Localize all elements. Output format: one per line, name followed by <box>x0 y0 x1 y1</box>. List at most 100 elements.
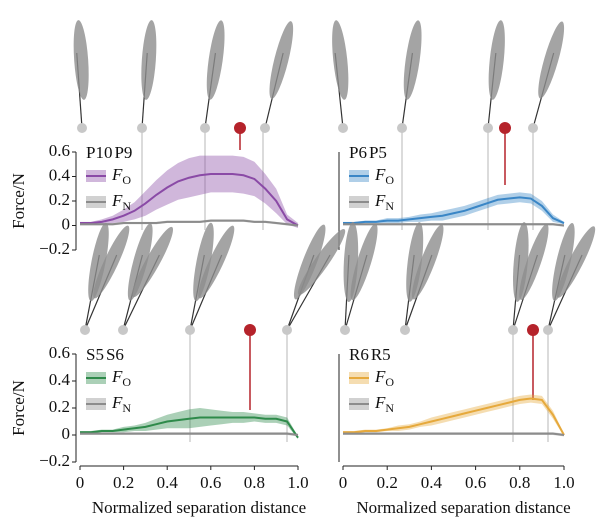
feather-base <box>400 325 410 335</box>
feather-vane <box>141 20 157 100</box>
series-line <box>80 432 299 436</box>
feather-base <box>543 325 553 335</box>
feather-base <box>185 325 195 335</box>
feather-vane <box>350 223 378 301</box>
y-tick-label: −0.2 <box>39 239 70 258</box>
legend-label: FN <box>111 393 131 415</box>
feather-pair <box>397 20 422 133</box>
x-axis-label: Normalized separation distance <box>356 498 570 517</box>
x-tick-label: 1.0 <box>553 473 574 492</box>
x-tick-label: 0.6 <box>465 473 486 492</box>
feather-vane <box>519 224 549 300</box>
feather-base <box>260 123 270 133</box>
feather-base <box>528 123 538 133</box>
feather-pair <box>80 222 130 335</box>
legend-subscript: O <box>122 375 131 389</box>
legend-name: F <box>374 191 386 210</box>
feather-vane <box>206 20 225 100</box>
x-tick-label: 1.0 <box>287 473 308 492</box>
series-line <box>80 219 299 227</box>
feather-vane <box>193 222 214 302</box>
legend-subscript: N <box>385 401 394 415</box>
legend-label: FO <box>111 367 131 389</box>
feather-vane <box>73 20 89 100</box>
feather-pair <box>260 21 294 133</box>
feather-pair <box>200 20 225 133</box>
x-tick-label: 0.4 <box>421 473 443 492</box>
feather-vane <box>297 228 346 296</box>
feather-pair <box>528 21 565 133</box>
y-axis-label: Force/N <box>9 173 28 229</box>
pin-head <box>234 122 246 134</box>
x-tick-label: 0.8 <box>509 473 530 492</box>
feather-vane <box>132 226 174 298</box>
legend-subscript: O <box>122 173 131 187</box>
y-tick-label: 0.2 <box>49 397 70 416</box>
y-tick-label: 0.6 <box>49 141 70 160</box>
x-tick-label: 0.6 <box>200 473 221 492</box>
legend-subscript: N <box>122 401 131 415</box>
legend-name: F <box>374 367 386 386</box>
legend-name: F <box>111 367 123 386</box>
feather-vane <box>332 20 349 100</box>
x-tick-label: 0 <box>339 473 348 492</box>
y-tick-label: 0.4 <box>49 165 71 184</box>
feather-vane <box>411 224 444 300</box>
legend-label: FO <box>374 367 394 389</box>
x-tick-label: 0.8 <box>244 473 265 492</box>
feather-vane <box>88 222 109 302</box>
panel-label: R5 <box>371 345 391 364</box>
feather-base <box>137 123 147 133</box>
series-line <box>343 397 565 436</box>
feather-base <box>282 325 292 335</box>
feather-pair <box>340 222 378 335</box>
feather-pair <box>508 222 549 335</box>
feather-vane <box>93 225 130 299</box>
feather-vane <box>269 21 294 99</box>
panel-label: P9 <box>114 143 132 162</box>
panel-label: P10 <box>86 143 112 162</box>
feather-vane <box>538 21 565 99</box>
feather-vane <box>488 20 505 100</box>
legend-subscript: N <box>122 199 131 213</box>
panel-label: P6 <box>349 143 367 162</box>
legend-name: F <box>111 191 123 210</box>
y-tick-label: 0.6 <box>49 343 70 362</box>
legend-label: FO <box>374 165 394 187</box>
legend-name: F <box>374 165 386 184</box>
feather-pair <box>118 223 174 335</box>
feather-vane <box>403 20 422 100</box>
y-tick-label: 0.4 <box>49 370 71 389</box>
legend-label: FN <box>374 191 394 213</box>
std-band <box>80 408 298 440</box>
pin-head <box>244 324 256 336</box>
feather-vane <box>556 226 596 298</box>
y-tick-label: −0.2 <box>39 451 70 470</box>
y-tick-label: 0.2 <box>49 190 70 209</box>
pin-head <box>499 122 511 134</box>
legend-label: FN <box>111 191 131 213</box>
feather-base <box>118 325 128 335</box>
feather-base <box>80 325 90 335</box>
series-line <box>80 173 299 227</box>
feather-pair <box>400 222 444 335</box>
legend-name: F <box>111 393 123 412</box>
feather-base <box>338 123 348 133</box>
feather-vane <box>127 223 153 301</box>
y-axis-label: Force/N <box>9 380 28 436</box>
feather-pair <box>282 224 346 335</box>
feather-vane <box>552 222 575 302</box>
feather-vane <box>293 224 326 300</box>
series-line <box>343 223 565 227</box>
feather-base <box>483 123 493 133</box>
x-tick-label: 0.4 <box>157 473 179 492</box>
series-line <box>80 416 299 439</box>
legend-label: FN <box>374 393 394 415</box>
x-tick-label: 0 <box>76 473 85 492</box>
feather-base <box>397 123 407 133</box>
pin-head <box>527 324 539 336</box>
legend-label: FO <box>111 165 131 187</box>
feather-pair <box>73 20 89 133</box>
feather-pair <box>483 20 505 133</box>
